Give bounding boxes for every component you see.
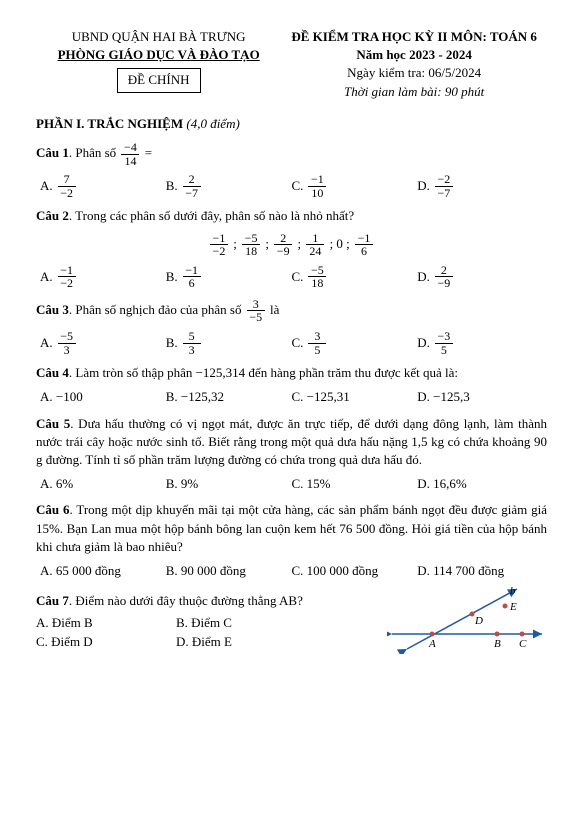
q7-figure: A B C D E b (387, 584, 547, 654)
q6-opt-d: D. 114 700 đồng (417, 562, 543, 580)
q4-opt-d: D. −125,3 (417, 388, 543, 406)
q4-opt-a: A. −100 (40, 388, 166, 406)
q3-opt-d: D. −35 (417, 330, 543, 356)
q7-opt-d: D. Điểm E (176, 633, 316, 651)
q3-opt-b: B. 53 (166, 330, 292, 356)
q5-label: Câu 5 (36, 416, 70, 431)
q2-opt-c: C. −518 (292, 264, 418, 290)
q5-opt-a: A. 6% (40, 475, 166, 493)
q7-label: Câu 7 (36, 593, 69, 608)
question-5: Câu 5. Dưa hấu thường có vị ngọt mát, đư… (36, 415, 547, 470)
issuer-line2: PHÒNG GIÁO DỤC VÀ ĐÀO TẠO (36, 46, 281, 64)
q6-opt-b: B. 90 000 đồng (166, 562, 292, 580)
geom-label-b: B (494, 638, 501, 650)
q1-text: . Phân số (69, 145, 120, 160)
q6-text: . Trong một dịp khuyến mãi tại một cửa h… (36, 502, 547, 553)
q2-options: A. −1−2 B. −16 C. −518 D. 2−9 (36, 264, 547, 290)
q2-text: . Trong các phân số dưới đây, phân số nà… (69, 208, 354, 223)
section-1-points: (4,0 điểm) (183, 116, 240, 131)
question-2: Câu 2. Trong các phân số dưới đây, phân … (36, 207, 547, 225)
q7-opt-c: C. Điểm D (36, 633, 176, 651)
q6-opt-a: A. 65 000 đồng (40, 562, 166, 580)
q5-opt-d: D. 16,6% (417, 475, 543, 493)
header-right: ĐỀ KIỂM TRA HỌC KỲ II MÔN: TOÁN 6 Năm họ… (281, 28, 547, 101)
section-1-title: PHẦN I. TRẮC NGHIỆM (4,0 điểm) (36, 115, 547, 133)
q7-options-row2: C. Điểm D D. Điểm E (36, 633, 379, 651)
q4-opt-c: C. −125,31 (292, 388, 418, 406)
q1-opt-a: A. 7−2 (40, 173, 166, 199)
q6-opt-c: C. 100 000 đồng (292, 562, 418, 580)
q3-text1: . Phân số nghịch đảo của phân số (69, 302, 245, 317)
q2-opt-d: D. 2−9 (417, 264, 543, 290)
question-4: Câu 4. Làm tròn số thập phân −125,314 đế… (36, 364, 547, 382)
q2-opt-b: B. −16 (166, 264, 292, 290)
q7-options: A. Điểm B B. Điểm C (36, 614, 379, 632)
q6-options: A. 65 000 đồng B. 90 000 đồng C. 100 000… (36, 562, 547, 580)
q3-opt-a: A. −53 (40, 330, 166, 356)
exam-box: ĐỀ CHÍNH (117, 68, 201, 92)
q1-opt-c: C. −110 (292, 173, 418, 199)
geom-label-c: C (519, 638, 527, 650)
question-3: Câu 3. Phân số nghịch đảo của phân số 3−… (36, 298, 547, 324)
geom-label-e: E (509, 601, 517, 613)
title-line2: Năm học 2023 - 2024 (281, 46, 547, 64)
geom-label-line-b: b (510, 585, 516, 597)
q5-text: . Dưa hấu thường có vị ngọt mát, được ăn… (36, 416, 547, 467)
title-line1: ĐỀ KIỂM TRA HỌC KỲ II MÔN: TOÁN 6 (281, 28, 547, 46)
q1-fraction: −414 (121, 141, 139, 167)
q1-options: A. 7−2 B. 2−7 C. −110 D. −2−7 (36, 173, 547, 199)
section-1-label: PHẦN I. TRẮC NGHIỆM (36, 116, 183, 131)
q7-opt-b: B. Điểm C (176, 614, 316, 632)
q1-opt-d: D. −2−7 (417, 173, 543, 199)
q7-opt-a: A. Điểm B (36, 614, 176, 632)
q2-label: Câu 2 (36, 208, 69, 223)
question-6: Câu 6. Trong một dịp khuyến mãi tại một … (36, 501, 547, 556)
q5-opt-b: B. 9% (166, 475, 292, 493)
q4-text: . Làm tròn số thập phân −125,314 đến hàn… (69, 365, 458, 380)
q2-opt-a: A. −1−2 (40, 264, 166, 290)
question-1: Câu 1. Phân số −414 = (36, 141, 547, 167)
q7-text: . Điểm nào dưới đây thuộc đường thẳng AB… (69, 593, 303, 608)
issuer-line1: UBND QUẬN HAI BÀ TRƯNG (36, 28, 281, 46)
q4-options: A. −100 B. −125,32 C. −125,31 D. −125,3 (36, 388, 547, 406)
q3-options: A. −53 B. 53 C. 35 D. −35 (36, 330, 547, 356)
q6-label: Câu 6 (36, 502, 69, 517)
q5-opt-c: C. 15% (292, 475, 418, 493)
geom-label-d: D (474, 615, 483, 627)
q3-label: Câu 3 (36, 302, 69, 317)
q3-opt-c: C. 35 (292, 330, 418, 356)
q2-fraction-list: −1−2 ; −518 ; 2−9 ; 124 ; 0 ; −16 (36, 232, 547, 258)
header: UBND QUẬN HAI BÀ TRƯNG PHÒNG GIÁO DỤC VÀ… (36, 28, 547, 101)
header-left: UBND QUẬN HAI BÀ TRƯNG PHÒNG GIÁO DỤC VÀ… (36, 28, 281, 101)
q3-text2: là (270, 302, 279, 317)
exam-duration: Thời gian làm bài: 90 phút (281, 83, 547, 101)
q5-options: A. 6% B. 9% C. 15% D. 16,6% (36, 475, 547, 493)
exam-date: Ngày kiểm tra: 06/5/2024 (281, 64, 547, 82)
geom-label-a: A (428, 638, 436, 650)
q3-fraction: 3−5 (247, 298, 265, 324)
q1-eq: = (145, 145, 152, 160)
q1-opt-b: B. 2−7 (166, 173, 292, 199)
q1-label: Câu 1 (36, 145, 69, 160)
q4-opt-b: B. −125,32 (166, 388, 292, 406)
q4-label: Câu 4 (36, 365, 69, 380)
